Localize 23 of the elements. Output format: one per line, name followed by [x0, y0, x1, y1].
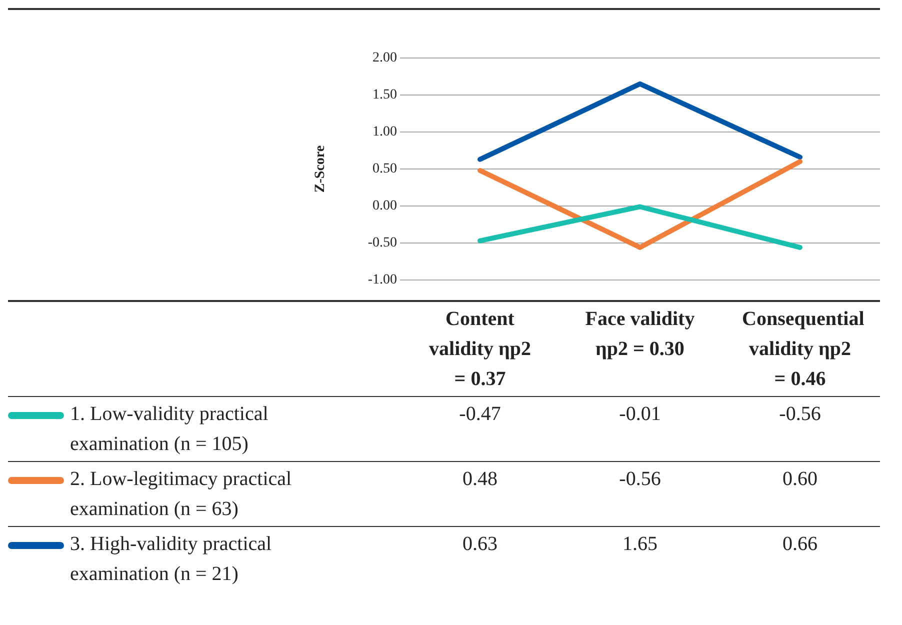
legend-label: 3. High-validity practical examination (n = 21): [70, 532, 273, 587]
legend-label: 1. Low-validity practical examination (n = 105): [70, 402, 270, 457]
data-label: -0.01: [618, 402, 662, 427]
x-tick-label: Consequential validity ηp2 = 0.46: [741, 307, 866, 392]
legend-label: 2. Low-legitimacy practical examination (n = 63): [70, 467, 293, 522]
data-label: -0.56: [618, 467, 662, 492]
y-tick-label: 2.00: [372, 50, 397, 66]
data-label: 1.65: [622, 532, 658, 557]
y-tick-label: 0.00: [372, 198, 397, 214]
data-label: 0.60: [782, 467, 818, 492]
y-tick-label: -1.00: [368, 272, 397, 288]
data-label: 0.63: [462, 532, 498, 557]
y-tick-label: 0.50: [372, 162, 397, 177]
y-tick-label: -0.50: [368, 236, 397, 251]
y-tick-label: 1.50: [372, 88, 397, 103]
y-axis-title: Z-Score: [313, 145, 328, 193]
y-tick-label: 1.00: [372, 124, 397, 140]
data-label: -0.47: [458, 402, 502, 427]
x-tick-label: Face validity ηp2 = 0.30: [584, 307, 696, 362]
x-tick-label: Content validity ηp2 = 0.37: [428, 307, 532, 392]
data-label: 0.48: [462, 467, 498, 492]
data-label: -0.56: [778, 402, 822, 427]
data-label: 0.66: [782, 532, 818, 557]
